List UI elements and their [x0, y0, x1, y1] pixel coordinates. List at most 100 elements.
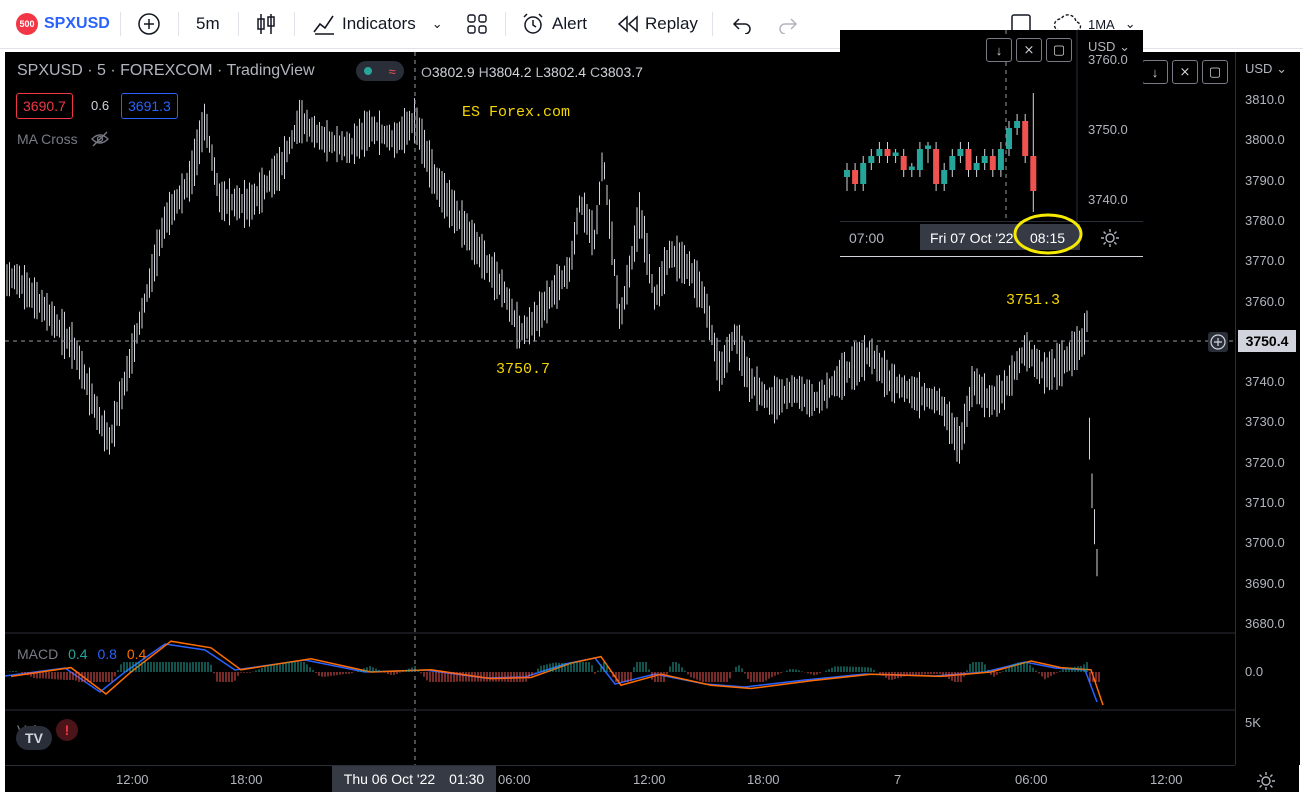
buy-price-button[interactable]: 3691.3 [121, 93, 178, 119]
symbol-name: SPXUSD [44, 15, 110, 32]
settings-gear-icon[interactable] [1100, 228, 1120, 248]
replay-label: Replay [645, 14, 698, 33]
move-down-button[interactable]: ↓ [1142, 60, 1168, 84]
chart-type-button[interactable] [255, 0, 277, 48]
macd-histogram-value: 0.4 [68, 646, 88, 662]
candle-body [933, 149, 940, 184]
indicators-icon [313, 15, 334, 35]
candle-body [949, 156, 956, 170]
layout-button[interactable] [466, 0, 488, 48]
collapse-button[interactable]: ⨯ [1172, 60, 1198, 84]
price-tick: 3740.0 [1088, 192, 1128, 207]
tradingview-logo[interactable]: TV [16, 726, 52, 750]
ma-cross-label: MA Cross [17, 131, 78, 147]
redo-button[interactable] [778, 0, 798, 48]
undo-button[interactable] [732, 0, 752, 48]
price-tick: 3740.0 [1245, 374, 1285, 390]
price-chart[interactable] [5, 52, 1299, 792]
price-tick: 3760.0 [1088, 52, 1128, 67]
eye-hidden-icon[interactable] [90, 130, 110, 148]
price-tick: 3710.0 [1245, 495, 1285, 510]
price-bars [6, 98, 1098, 577]
warning-icon[interactable]: ! [56, 719, 78, 741]
compare-button[interactable] [136, 0, 162, 48]
macd-pane [5, 640, 1104, 706]
add-order-icon[interactable] [1207, 331, 1229, 353]
divider [238, 12, 239, 36]
candle-body [965, 149, 972, 170]
indicators-label: Indicators [342, 14, 416, 33]
divider [712, 12, 713, 36]
candle-body [1006, 128, 1012, 149]
replay-button[interactable]: Replay [617, 0, 698, 48]
alarm-clock-icon [523, 13, 543, 34]
grid-icon [467, 14, 487, 34]
candle-body [925, 145, 931, 149]
candles-icon [257, 14, 275, 34]
crosshair-time-label [920, 224, 1080, 250]
indicators-button[interactable]: Indicators ⌄ [312, 0, 443, 48]
candle-body [876, 149, 883, 156]
candle-body [844, 170, 850, 177]
price-tick: 3720.0 [1245, 454, 1285, 470]
signal-line [10, 640, 1104, 706]
price-tick: 3800.0 [1245, 132, 1285, 148]
time-tick: 7 [894, 772, 902, 787]
collapse-button[interactable]: ⨯ [1016, 38, 1042, 62]
chevron-down-icon[interactable]: ⌄ [431, 16, 443, 31]
cloud-save-button[interactable]: 1MA ⌄ [1052, 0, 1136, 48]
time-tick: 06:00 [498, 772, 531, 787]
divider [120, 12, 121, 36]
zoom-inset: ↓ ⨯ ▢ USD ⌄ 3760.0 3750.0 3740.0 07:00 F… [840, 30, 1143, 257]
macd-signal-value: 0.4 [126, 646, 147, 662]
candle-body [908, 166, 915, 170]
candle-body [1014, 121, 1021, 128]
alert-button[interactable]: Alert [520, 0, 587, 48]
currency-select[interactable]: USD ⌄ [1245, 61, 1287, 76]
settings-gear-icon[interactable] [1256, 771, 1276, 791]
price-tick: 3810.0 [1245, 92, 1285, 107]
price-tick: 3770.0 [1245, 253, 1285, 269]
candle-body [852, 170, 859, 184]
candle-body [860, 163, 867, 184]
maximize-button[interactable]: ▢ [1202, 60, 1228, 84]
price-tick: 3760.0 [1245, 293, 1285, 309]
candle-body [868, 156, 875, 163]
chevron-down-icon[interactable]: ⌄ [1124, 16, 1136, 31]
candle-body [916, 149, 923, 170]
time-axis[interactable] [5, 765, 1235, 793]
candle-body [1030, 156, 1037, 191]
alert-label: Alert [552, 14, 587, 33]
symbol-search[interactable]: 500 SPXUSD [16, 0, 110, 48]
price-axis[interactable] [1235, 52, 1300, 765]
redo-icon [779, 18, 798, 34]
price-tick: 3680.0 [1245, 615, 1285, 631]
top-toolbar: 500 SPXUSD 5m Indicators ⌄ Alert Replay … [0, 0, 1303, 49]
price-tick: 3730.0 [1245, 414, 1285, 430]
inset-chart [844, 30, 1078, 221]
macd-legend: MACD 0.4 0.8 0.4 [17, 646, 146, 662]
market-status[interactable]: ≈ [356, 61, 404, 81]
move-down-button[interactable]: ↓ [986, 38, 1012, 62]
cloud-icon [1053, 14, 1082, 32]
time-tick: 18:00 [747, 772, 780, 787]
wave-icon: ≈ [388, 63, 396, 79]
inset-time: 08:15 [1030, 230, 1066, 246]
currency-select[interactable]: USD ⌄ [1088, 39, 1130, 54]
price-annotation: 3751.3 [1006, 292, 1061, 309]
price-annotation: 3750.7 [496, 361, 551, 378]
candle-body [957, 149, 964, 156]
sell-price-button[interactable]: 3690.7 [16, 93, 73, 119]
macd-line-value: 0.8 [97, 646, 117, 662]
interval-button[interactable]: 5m [196, 14, 220, 33]
status-dot-icon [364, 67, 373, 75]
es-forex-annotation: ES Forex.com [462, 104, 571, 121]
candle-body [900, 156, 907, 170]
maximize-button[interactable]: ▢ [1046, 38, 1072, 62]
price-tick: 3780.0 [1245, 212, 1285, 228]
price-tick: 3750.0 [1088, 122, 1128, 137]
add-circle-icon [138, 13, 160, 35]
price-tick: 3690.0 [1245, 575, 1285, 591]
symbol-legend: SPXUSD · 5 · FOREXCOM · TradingView [17, 62, 315, 79]
candle-body [989, 156, 996, 170]
